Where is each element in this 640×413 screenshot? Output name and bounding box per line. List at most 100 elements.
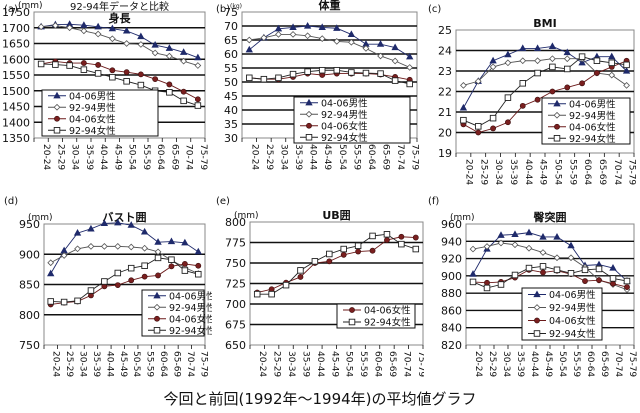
x-tick-label: 45-49 [112,144,122,170]
legend-entry: 92-94男性 [169,302,212,314]
x-tick-label: 50-54 [344,351,354,377]
x-tick-label: 60-64 [158,351,168,377]
data-point [608,71,616,79]
data-point [511,271,519,279]
data-point [289,31,297,38]
unit-label: (mm) [18,1,43,11]
data-point [289,23,297,31]
x-tick-label: 65-69 [597,159,607,185]
chart-f: 820 840 860 880 900 920 940 960 20-24 25-29 30-34 3… [428,196,637,377]
y-tick-label: 840 [441,322,462,335]
legend-entry: 04-06女性 [69,113,116,125]
data-point [595,265,603,273]
data-point [52,22,59,29]
data-point [195,270,202,278]
y-tick-label: 750 [225,257,246,270]
data-point [140,227,149,235]
data-point [155,272,161,279]
y-tick-label: 22 [438,86,452,99]
data-point [114,243,122,250]
x-tick-label: 65-69 [169,144,179,170]
data-point [460,81,467,89]
y-tick-label: 25 [438,24,452,37]
x-tick-label: 25-29 [478,159,488,185]
x-tick-label: 30-34 [78,351,88,377]
x-tick-label: 45-49 [543,351,553,377]
x-tick-label: 75-79 [198,351,208,377]
y-tick-label: 880 [441,287,462,300]
y-tick-label: 1600 [2,53,30,66]
x-tick-label: 55-59 [358,351,368,377]
y-tick-label: 1450 [2,101,30,114]
x-tick-label: 75-79 [198,144,208,170]
x-tick-label: 70-74 [395,144,405,170]
x-tick-label: 75-79 [410,144,420,170]
data-point [490,125,496,132]
data-point [166,89,173,96]
data-point [564,84,571,91]
unit-label: (mm) [234,211,259,221]
data-point [504,94,512,101]
x-tick-label: 35-39 [508,159,518,185]
series-3 [37,60,202,109]
data-point [622,66,631,74]
x-tick-label: 55-59 [571,351,581,377]
data-point [540,269,546,276]
legend-marker [533,330,541,337]
data-point [398,233,405,240]
data-point [383,231,391,238]
legend-entry: 92-94男性 [69,102,116,114]
legend-marker [54,115,60,122]
data-point [579,80,585,87]
legend-marker [53,91,61,99]
x-tick-label: 70-74 [612,159,622,185]
y-tick-label: 30 [224,132,238,145]
x-tick-label: 65-69 [599,351,609,377]
y-tick-label: 700 [225,298,246,311]
data-point [282,281,290,289]
data-point [567,270,575,277]
x-tick-label: 60-64 [582,159,592,185]
data-point [109,67,116,74]
data-point [548,42,557,49]
y-tick-label: 800 [225,216,246,229]
x-tick-label: 60-64 [585,351,595,377]
data-point [553,266,561,274]
series-0 [459,42,631,111]
legend-marker [154,315,160,322]
data-point [60,252,68,259]
legend-marker [534,317,540,324]
data-point [610,280,616,287]
chart-title: 臀突囲 [534,210,567,224]
data-point [609,264,617,271]
y-tick-label: 950 [19,218,40,231]
data-point [94,22,102,30]
legend-marker [554,123,560,130]
data-point [245,36,253,44]
data-point [333,38,341,45]
x-tick-label: 20-24 [473,351,483,377]
data-point [539,232,547,240]
legend-entry: 92-94女性 [364,317,411,329]
data-point [519,102,526,109]
data-point [52,61,59,68]
data-point [511,230,519,237]
data-point [80,60,87,66]
x-tick-label: 50-54 [557,351,567,377]
x-tick-label: 40-44 [315,351,325,377]
y-tick-label: 20 [438,127,452,140]
data-point [534,57,541,65]
legend-entry: 04-06女性 [569,121,616,133]
data-point [504,50,512,58]
data-point [525,244,533,252]
legend-marker [53,126,61,134]
x-tick-label: 40-44 [104,351,114,377]
data-point [497,231,505,238]
data-point [497,281,505,288]
series-3 [246,66,413,88]
legend-marker [53,103,61,111]
data-point [168,263,175,270]
legend-entry: 04-06女性 [321,120,368,132]
legend-entry: 92-94男性 [569,110,616,122]
